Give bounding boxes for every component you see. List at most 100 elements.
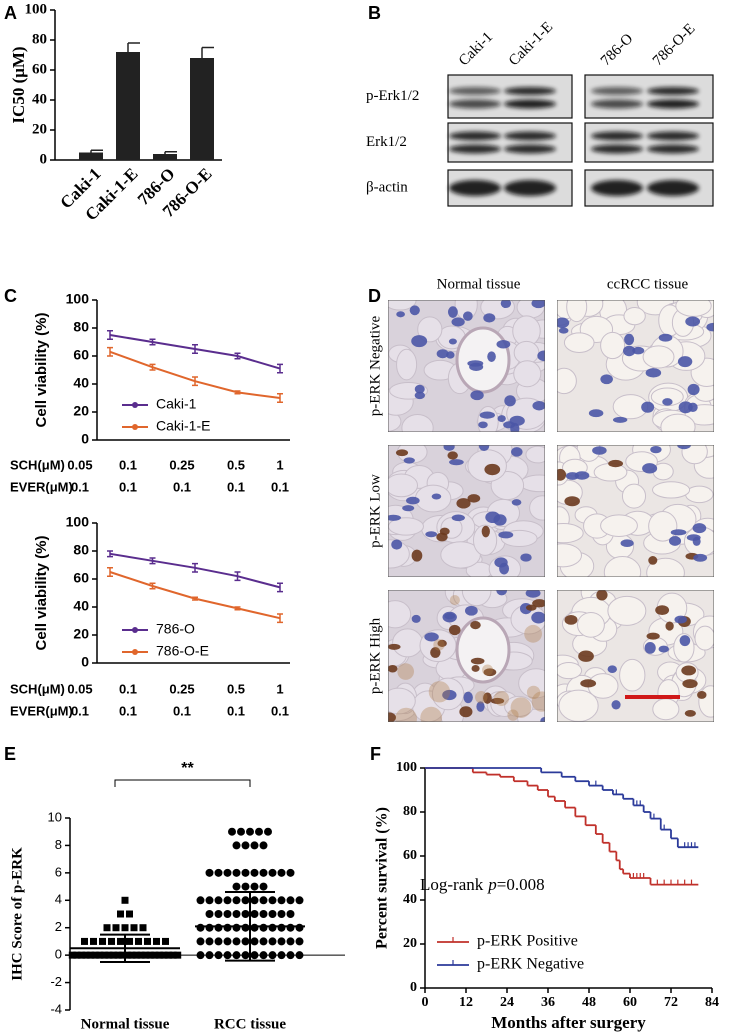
annotation-text: p: [487, 875, 497, 894]
nucleus: [471, 665, 480, 672]
dot: [132, 951, 140, 959]
blot-band: [647, 131, 699, 141]
cell-outline: [525, 445, 545, 464]
nucleus: [665, 621, 674, 631]
nucleus: [490, 697, 505, 705]
nucleus: [430, 647, 441, 658]
y-tick-label: 20: [403, 936, 417, 951]
error-bar: [277, 363, 283, 374]
y-tick-label: 80: [73, 319, 89, 335]
nucleus: [500, 300, 512, 309]
dot: [121, 896, 129, 904]
dot: [103, 924, 111, 932]
cell-outline: [417, 316, 443, 343]
nucleus: [632, 346, 645, 355]
nucleus: [402, 505, 415, 512]
nucleus: [447, 306, 458, 318]
dot: [286, 868, 295, 877]
dot: [100, 951, 108, 959]
cell-outline: [563, 332, 595, 353]
dot: [68, 951, 76, 959]
row-label: p-ERK High: [367, 617, 383, 694]
dot: [295, 937, 304, 946]
stain: [475, 691, 488, 704]
cell-outline: [557, 543, 583, 568]
nucleus: [697, 691, 707, 699]
dot: [232, 882, 241, 891]
nucleus: [483, 313, 496, 323]
cell-outline: [607, 595, 647, 626]
blot-band: [647, 87, 699, 95]
nucleus: [677, 445, 691, 450]
legend-marker: [132, 627, 138, 633]
nucleus: [692, 536, 701, 546]
nucleus: [532, 599, 545, 608]
cell-outline: [576, 611, 605, 638]
x-row-value: 0.1: [119, 703, 137, 718]
y-axis-label: IC50 (μM): [9, 46, 28, 123]
nucleus: [684, 710, 696, 717]
error-bar: [277, 393, 283, 403]
nucleus: [391, 539, 403, 550]
cell-outline: [642, 345, 675, 369]
dot: [162, 937, 169, 945]
dot: [241, 868, 250, 877]
nucleus: [411, 335, 428, 348]
nucleus: [510, 422, 520, 432]
dot: [130, 924, 138, 932]
nucleus: [658, 645, 670, 653]
dot: [91, 951, 99, 959]
blot-band: [504, 180, 556, 196]
dot: [196, 937, 205, 946]
nucleus: [692, 523, 707, 534]
nucleus: [496, 590, 508, 596]
error-bar: [149, 582, 156, 590]
cell-outline: [652, 481, 691, 499]
dot: [87, 951, 95, 959]
cell-outline: [557, 367, 577, 395]
blot-box: [447, 74, 573, 119]
stain: [428, 681, 451, 703]
cell-outline: [557, 523, 584, 544]
dot: [241, 896, 250, 905]
x-row-value: 0.25: [169, 457, 194, 472]
dot: [250, 882, 259, 891]
nucleus: [403, 457, 415, 464]
nucleus: [674, 615, 687, 624]
dot: [105, 951, 113, 959]
dot: [160, 951, 168, 959]
stain: [482, 664, 494, 676]
dot: [228, 827, 236, 836]
y-axis-label: IHC Score of p-ERK: [9, 847, 25, 981]
stain: [449, 595, 460, 606]
nucleus: [425, 531, 438, 538]
dot: [112, 924, 120, 932]
dot: [223, 951, 232, 960]
y-tick-label: 0: [55, 947, 62, 962]
nucleus: [662, 398, 673, 406]
nucleus: [483, 692, 492, 704]
dot: [155, 951, 163, 959]
nucleus: [558, 327, 569, 334]
error-bar: [234, 352, 241, 360]
nucleus: [520, 553, 532, 562]
nucleus: [685, 316, 701, 327]
nucleus: [607, 665, 617, 674]
dot: [153, 937, 160, 945]
nucleus: [388, 664, 398, 673]
error-bar: [192, 562, 198, 573]
cell-outline: [388, 600, 412, 629]
error-bar: [107, 550, 113, 558]
nucleus: [470, 390, 484, 401]
legend-label: 786-O: [156, 621, 195, 637]
dot: [196, 923, 205, 932]
cell-outline: [675, 300, 712, 317]
cell-outline: [388, 687, 416, 715]
nucleus: [487, 351, 496, 362]
x-row-value: 0.1: [119, 681, 137, 696]
tissue-image: [388, 300, 545, 432]
lane-label: Caki-1-E: [506, 19, 556, 69]
x-row-value: 1: [276, 457, 283, 472]
y-tick-label: 20: [73, 403, 89, 419]
dot: [90, 937, 97, 945]
